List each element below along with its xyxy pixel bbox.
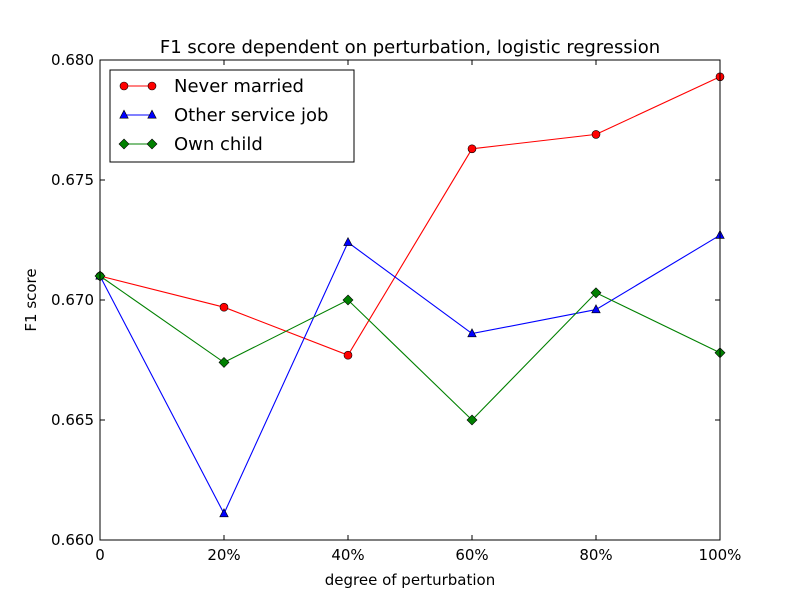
y-tick-label: 0.675 [51, 171, 94, 189]
legend-marker-never-married [147, 81, 157, 91]
chart-title: F1 score dependent on perturbation, logi… [160, 37, 660, 58]
data-point-other-service-job [219, 508, 229, 518]
data-point-never-married [219, 302, 229, 312]
x-tick-label: 100% [699, 546, 742, 564]
legend-marker-own-child [118, 138, 130, 150]
legend-label-other-service-job: Other service job [174, 105, 328, 126]
y-tick-label: 0.660 [51, 531, 94, 549]
legend-marker-own-child [146, 138, 158, 150]
x-tick-label: 80% [579, 546, 612, 564]
series-line-other-service-job [99, 234, 721, 515]
data-point-never-married [343, 350, 353, 360]
legend-label-own-child: Own child [174, 134, 263, 155]
data-point-never-married [467, 144, 477, 154]
plot-marks [94, 72, 726, 518]
x-tick-label: 60% [455, 546, 488, 564]
series-line-never-married [99, 76, 721, 356]
data-point-own-child [466, 414, 478, 426]
data-point-own-child [590, 287, 602, 299]
data-point-other-service-job [467, 328, 477, 338]
x-axis-label: degree of perturbation [325, 571, 495, 589]
y-axis-label: F1 score [22, 268, 40, 331]
legend-marker-never-married [119, 81, 129, 91]
legend: Never married Other service job Own child [109, 69, 355, 163]
axis-ticks: 0 20% 40% 60% 80% 100% 0.660 0.665 0.670 0.675 0.6… [51, 51, 741, 564]
y-tick-label: 0.665 [51, 411, 94, 429]
x-tick-label: 20% [207, 546, 240, 564]
y-tick-label: 0.670 [51, 291, 94, 309]
legend-marker-other-service-job [119, 109, 129, 119]
x-tick-label: 0 [95, 546, 105, 564]
data-point-own-child [218, 356, 230, 368]
legend-label-never-married: Never married [174, 76, 304, 97]
y-tick-label: 0.680 [51, 51, 94, 69]
series-line-own-child [99, 275, 721, 421]
x-tick-label: 40% [331, 546, 364, 564]
data-point-never-married [591, 130, 601, 139]
data-point-other-service-job [591, 304, 601, 314]
data-point-other-service-job [343, 236, 353, 246]
legend-marker-other-service-job [147, 109, 157, 119]
data-point-own-child [342, 294, 354, 306]
